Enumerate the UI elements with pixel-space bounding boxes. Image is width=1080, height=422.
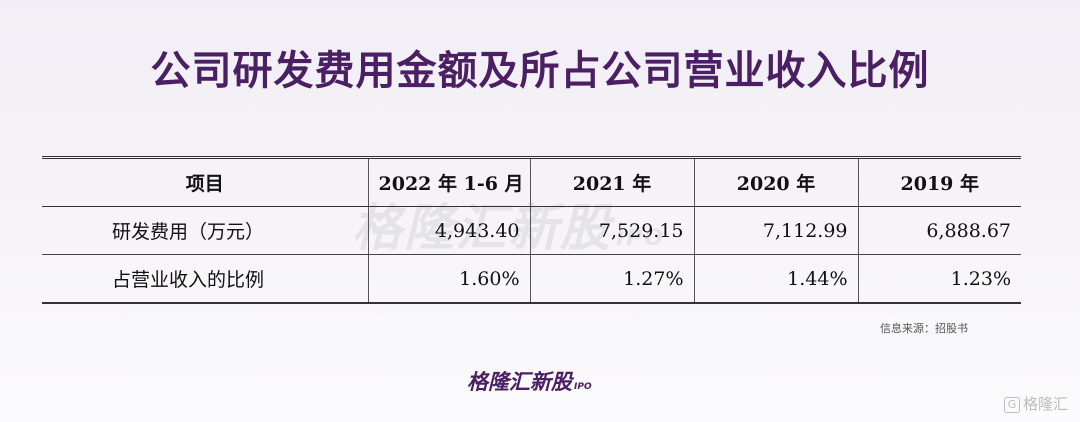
- table-header-row: 项目 2022 年 1-6 月 2021 年 2020 年 2019 年: [42, 157, 1021, 207]
- table-cell: 1.44%: [693, 254, 858, 304]
- row-label-rd-expense: 研发费用（万元）: [42, 206, 368, 255]
- table-cell: 1.27%: [529, 254, 694, 304]
- table-cell: 6,888.67: [857, 206, 1021, 255]
- table-cell: 1.23%: [857, 254, 1021, 304]
- table-cell: 7,112.99: [693, 206, 858, 255]
- table-cell: 7,529.15: [529, 206, 694, 255]
- table-row: 研发费用（万元） 4,943.40 7,529.15 7,112.99 6,88…: [42, 206, 1021, 255]
- table-cell: 1.60%: [367, 254, 530, 304]
- brand-logo: 格隆汇新股 IPO: [467, 366, 592, 396]
- header-2020: 2020 年: [693, 157, 858, 207]
- row-label-revenue-ratio: 占营业收入的比例: [42, 254, 368, 304]
- corner-brand-text: 格隆汇: [1023, 395, 1069, 413]
- brand-g-icon: G: [1004, 397, 1020, 413]
- rd-expense-table: 项目 2022 年 1-6 月 2021 年 2020 年 2019 年 研发费…: [42, 156, 1021, 304]
- page-title: 公司研发费用金额及所占公司营业收入比例: [150, 48, 930, 94]
- logo-sub: IPO: [574, 382, 592, 392]
- table-row: 占营业收入的比例 1.60% 1.27% 1.44% 1.23%: [42, 254, 1021, 304]
- header-item: 项目: [42, 157, 368, 207]
- header-2021: 2021 年: [529, 157, 694, 207]
- logo-text: 格隆汇新股: [467, 370, 572, 394]
- header-2019: 2019 年: [857, 157, 1021, 207]
- header-2022h1: 2022 年 1-6 月: [367, 157, 530, 207]
- corner-brand: G 格隆汇: [1004, 393, 1068, 414]
- table-cell: 4,943.40: [367, 206, 530, 255]
- source-note: 信息来源：招股书: [880, 322, 968, 335]
